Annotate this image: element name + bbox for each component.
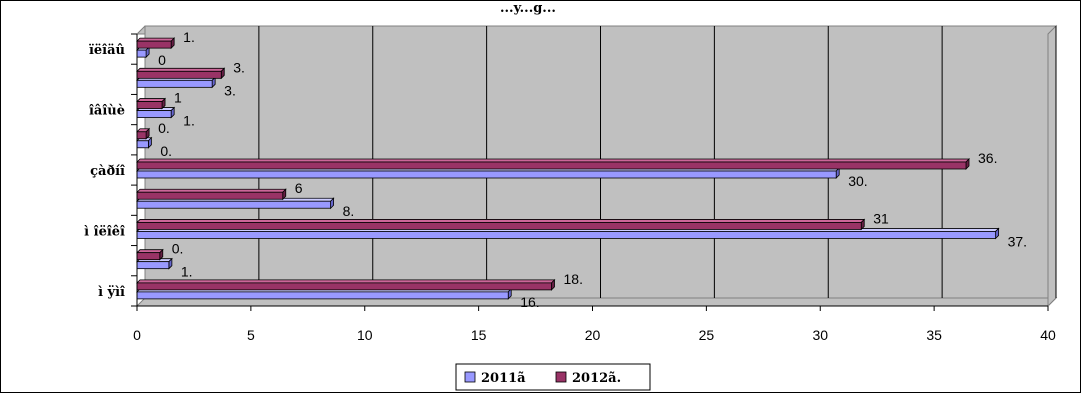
category-label: çàðíî <box>90 164 125 179</box>
data-label: 1. <box>181 264 193 280</box>
bar-2012ã. <box>136 70 222 79</box>
legend-label-2012: 2012ã. <box>572 371 621 386</box>
bar-2011ã <box>136 49 147 58</box>
bar-2011ã <box>136 200 331 209</box>
data-label: 3. <box>233 59 245 75</box>
x-tick-label: 35 <box>926 327 942 343</box>
bar-2012ã. <box>136 101 163 109</box>
x-tick-label: 20 <box>585 327 601 343</box>
bar-2012ã. <box>136 222 862 230</box>
data-label: 37. <box>1008 233 1027 249</box>
bar-2011ã <box>136 110 172 118</box>
bar-top-face <box>136 219 866 223</box>
data-label: 31 <box>873 210 889 226</box>
bar-2012ã. <box>136 252 161 261</box>
data-label: 1. <box>183 29 195 45</box>
legend-box <box>455 363 651 391</box>
legend-label-2011: 2011ã <box>481 371 526 386</box>
bar-2012ã. <box>136 131 147 140</box>
data-label: 36. <box>978 150 997 166</box>
data-label: 18. <box>564 271 583 287</box>
plot-side-wall <box>1047 24 1057 308</box>
x-tick-label: 40 <box>1040 327 1056 343</box>
x-tick-label: 10 <box>357 327 373 343</box>
x-tick-label: 0 <box>133 327 141 343</box>
data-label: 0. <box>172 241 184 257</box>
category-label: ïëîäû <box>89 43 125 58</box>
bar-2012ã. <box>136 161 967 170</box>
x-tick-label: 30 <box>812 327 828 343</box>
bar-top-face <box>136 249 164 254</box>
bar-top-face <box>136 188 287 193</box>
data-label: 0 <box>158 52 166 68</box>
bar-top-face <box>136 37 176 42</box>
data-label: 1. <box>183 113 195 129</box>
bar-2011ã <box>136 140 149 149</box>
bar-2011ã <box>136 79 213 88</box>
data-label: 1 <box>174 90 182 106</box>
data-label: 6 <box>295 180 303 196</box>
data-label: 3. <box>224 82 236 98</box>
category-label: îâîùè <box>89 104 125 119</box>
x-tick-label: 25 <box>699 327 715 343</box>
bar-2012ã. <box>136 282 552 291</box>
bar-2012ã. <box>136 40 172 49</box>
bar-2011ã <box>136 261 170 270</box>
x-tick-label: 15 <box>471 327 487 343</box>
x-tick-label: 5 <box>247 327 255 343</box>
bar-2011ã <box>136 170 837 179</box>
category-label: ì îëîêî <box>84 224 125 239</box>
bar-top-face <box>136 158 970 163</box>
category-label: ì ÿìî <box>98 285 125 300</box>
data-label: 16. <box>520 294 539 310</box>
bar-top-face <box>136 98 167 102</box>
bar-2012ã. <box>136 191 284 200</box>
legend: 2011ã 2012ã. <box>455 363 651 391</box>
chart-title: ...y...g... <box>500 1 556 16</box>
bar-2011ã <box>136 291 509 300</box>
plot-area: 16. 18. ì ÿìî 1. 0. 37. 31 ì îëîêî 8. 6 30. 36. çàðí… <box>84 24 1058 343</box>
data-label: 8. <box>343 203 355 219</box>
data-label: 0. <box>158 120 170 136</box>
legend-swatch-2012 <box>555 371 567 383</box>
data-label: 30. <box>848 173 867 189</box>
legend-swatch-2011 <box>464 371 476 383</box>
bar-2011ã <box>136 231 997 239</box>
data-label: 0. <box>160 143 172 159</box>
bar-top-face <box>136 67 226 72</box>
bar-top-face <box>136 279 556 284</box>
